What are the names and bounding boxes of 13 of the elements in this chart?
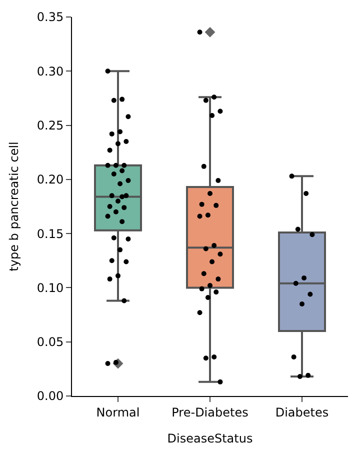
y-tick-label: 0.00 — [36, 389, 64, 404]
y-tick-label: 0.20 — [36, 172, 64, 187]
y-tick-label: 0.30 — [36, 64, 64, 78]
x-tick-label: Normal — [96, 405, 140, 420]
x-axis-title: DiseaseStatus — [167, 431, 253, 446]
y-tick-label: 0.15 — [36, 226, 64, 241]
y-tick-label: 0.35 — [36, 10, 64, 24]
y-tick-label: 0.05 — [36, 335, 64, 350]
x-tick-label: Diabetes — [275, 405, 329, 420]
y-tick-label: 0.10 — [36, 280, 64, 295]
y-axis-title: type b pancreatic cell — [7, 142, 22, 272]
y-tick-label: 0.25 — [36, 118, 64, 132]
x-tick-label: Pre-Diabetes — [172, 405, 248, 420]
